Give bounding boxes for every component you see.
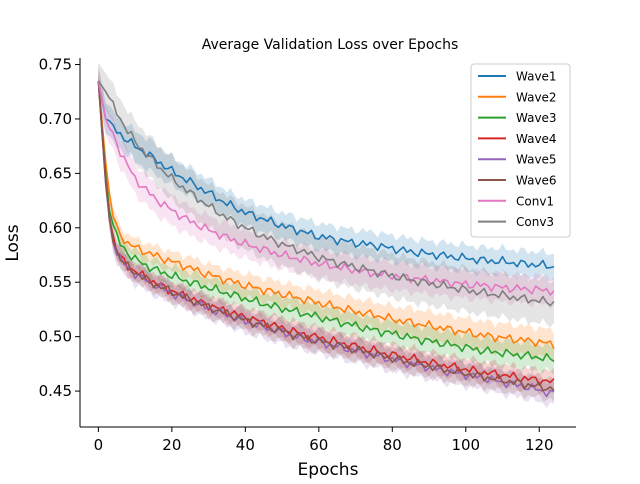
x-tick-label: 40 <box>236 436 255 454</box>
y-tick-label: 0.75 <box>39 56 72 74</box>
line-wave2 <box>97 80 555 350</box>
legend-box <box>470 63 571 238</box>
band-conv3 <box>98 62 555 328</box>
legend-label-conv3: Conv3 <box>516 215 554 229</box>
line-conv1 <box>97 80 555 296</box>
legend-label-wave2: Wave2 <box>516 90 557 104</box>
legend-label-conv1: Conv1 <box>516 194 554 208</box>
y-tick-label: 0.45 <box>39 382 72 400</box>
line-wave5 <box>97 80 555 398</box>
legend-label-wave6: Wave6 <box>516 174 557 188</box>
line-wave6 <box>97 80 555 392</box>
axis-ticks: 0 20 40 60 80 100 120 0.45 0.50 0.55 0.60 0.65 0.70 0… <box>39 56 554 454</box>
axes <box>79 58 576 428</box>
x-tick-label: 0 <box>94 436 104 454</box>
band-wave6 <box>98 72 555 402</box>
plot-area <box>97 62 555 409</box>
x-tick-label: 100 <box>451 436 480 454</box>
y-tick-label: 0.50 <box>39 328 72 346</box>
legend-label-wave1: Wave1 <box>516 70 557 84</box>
y-axis-title: Loss <box>3 224 23 261</box>
y-tick-label: 0.70 <box>39 110 72 128</box>
band-wave4 <box>98 72 555 396</box>
line-wave3 <box>97 80 555 363</box>
x-tick-label: 20 <box>162 436 181 454</box>
legend-label-wave5: Wave5 <box>516 153 557 167</box>
chart-title: Average Validation Loss over Epochs <box>202 37 459 53</box>
x-axis-title: Epochs <box>298 460 359 480</box>
y-tick-label: 0.60 <box>39 219 72 237</box>
x-tick-label: 60 <box>309 436 328 454</box>
band-wave3 <box>98 72 555 375</box>
legend: Wave1 Wave2 Wave3 Wave4 Wave5 Wave6 Conv1 Conv3 <box>470 63 571 238</box>
line-wave1 <box>97 80 555 269</box>
legend-label-wave3: Wave3 <box>516 111 557 125</box>
x-tick-label: 80 <box>383 436 402 454</box>
x-tick-label: 120 <box>525 436 554 454</box>
y-tick-label: 0.55 <box>39 273 72 291</box>
line-conv3 <box>97 80 555 307</box>
y-tick-label: 0.65 <box>39 164 72 182</box>
legend-label-wave4: Wave4 <box>516 132 557 146</box>
